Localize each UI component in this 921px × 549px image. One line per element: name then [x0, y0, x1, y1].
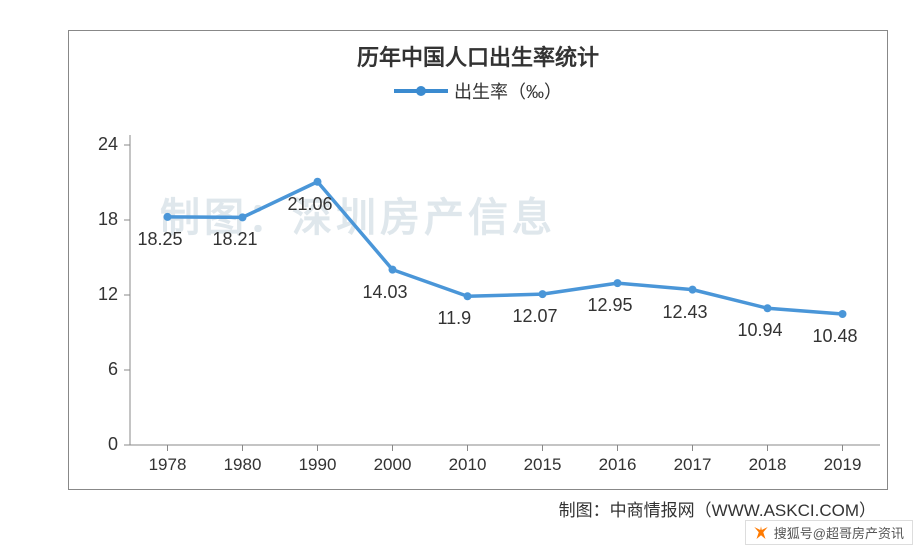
y-tick-label: 6 — [108, 359, 118, 380]
y-tick-label: 12 — [98, 284, 118, 305]
sohu-attribution: 搜狐号@超哥房产资讯 — [745, 520, 913, 545]
y-tick-label: 0 — [108, 434, 118, 455]
chart-credit: 制图：中商情报网（WWW.ASKCI.COM） — [559, 496, 876, 521]
x-tick-label: 1990 — [288, 455, 348, 475]
sohu-fox-icon — [752, 524, 770, 542]
data-point-label: 14.03 — [363, 282, 408, 303]
x-tick-label: 2015 — [513, 455, 573, 475]
data-point-label: 18.21 — [213, 229, 258, 250]
data-point-label: 10.94 — [738, 320, 783, 341]
x-tick-label: 2010 — [438, 455, 498, 475]
y-tick-label: 18 — [98, 209, 118, 230]
x-tick-label: 2017 — [663, 455, 723, 475]
data-point-label: 12.43 — [663, 302, 708, 323]
data-point-label: 10.48 — [813, 326, 858, 347]
x-tick-label: 2019 — [813, 455, 873, 475]
x-tick-label: 2018 — [738, 455, 798, 475]
x-tick-label: 2000 — [363, 455, 423, 475]
data-point-label: 18.25 — [138, 229, 183, 250]
x-tick-label: 2016 — [588, 455, 648, 475]
data-point-label: 12.95 — [588, 295, 633, 316]
data-point-label: 21.06 — [288, 194, 333, 215]
x-tick-label: 1980 — [213, 455, 273, 475]
x-tick-label: 1978 — [138, 455, 198, 475]
data-point-label: 11.9 — [438, 308, 472, 329]
data-point-label: 12.07 — [513, 306, 558, 327]
sohu-label: 搜狐号@超哥房产资讯 — [774, 523, 904, 542]
y-tick-label: 24 — [98, 134, 118, 155]
